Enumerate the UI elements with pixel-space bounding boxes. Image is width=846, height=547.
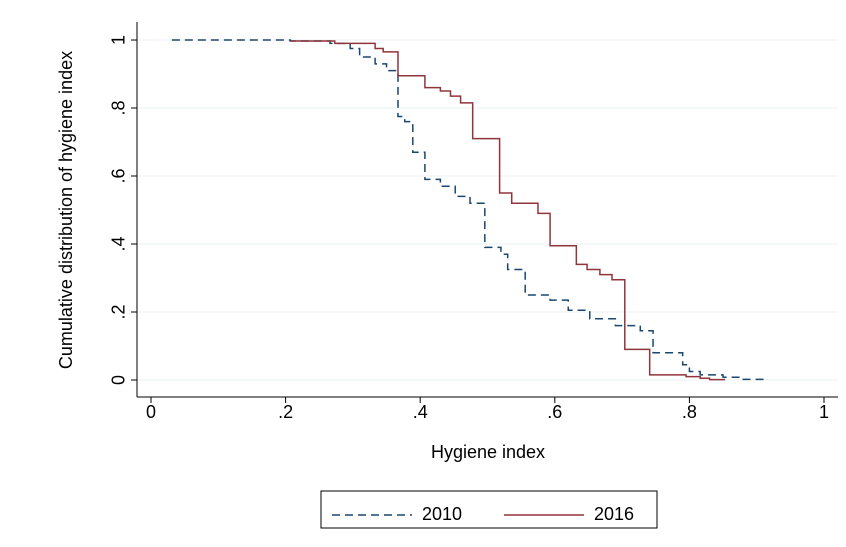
y-tick-label: .2 — [109, 304, 129, 319]
plot-area — [137, 22, 838, 397]
y-tick-label: .4 — [109, 237, 129, 252]
y-tick-label: .6 — [109, 169, 129, 184]
y-tick-label: .8 — [109, 101, 129, 116]
x-tick-label: .8 — [682, 402, 697, 422]
x-tick-label: 1 — [819, 402, 829, 422]
series-line — [290, 40, 726, 381]
x-tick-label: .2 — [278, 402, 293, 422]
x-tick-label: .6 — [547, 402, 562, 422]
legend-label: 2010 — [422, 504, 462, 524]
x-tick-label: 0 — [146, 402, 156, 422]
x-tick-label: .4 — [413, 402, 428, 422]
series-line — [171, 39, 765, 381]
x-axis-title: Hygiene index — [431, 442, 545, 462]
y-tick-label: 1 — [109, 35, 129, 45]
y-axis-title: Cumulative distribution of hygiene index — [56, 51, 76, 369]
legend-box — [320, 490, 658, 529]
y-tick-label: 0 — [109, 375, 129, 385]
legend-label: 2016 — [594, 504, 634, 524]
